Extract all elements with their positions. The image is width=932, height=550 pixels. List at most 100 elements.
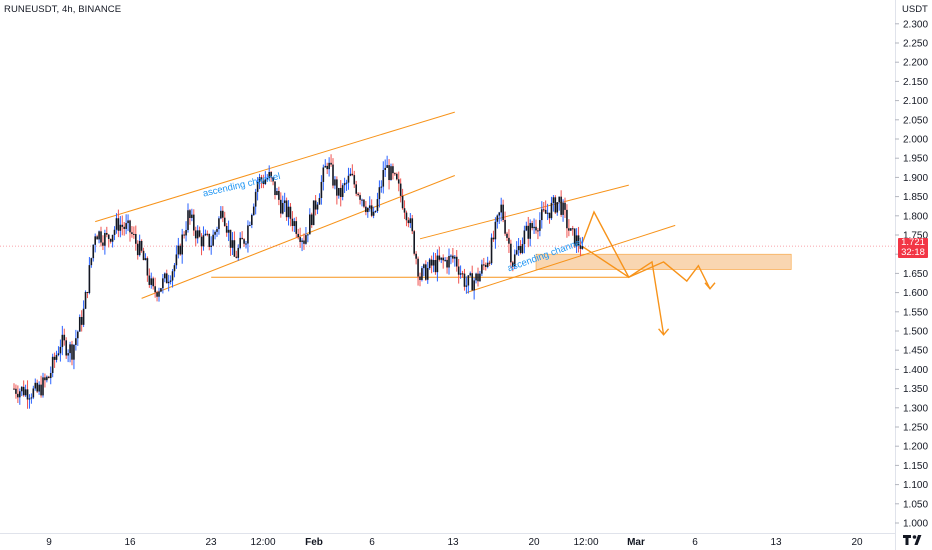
candle-body xyxy=(254,191,257,207)
candle-body xyxy=(564,202,566,210)
candle-body xyxy=(428,259,431,269)
candle-body xyxy=(13,388,15,390)
candle-body xyxy=(490,237,493,264)
candle-body xyxy=(73,344,75,360)
candle-body xyxy=(218,218,220,230)
candle-body xyxy=(206,233,209,235)
candle-body xyxy=(77,331,79,339)
candle-body xyxy=(382,170,385,187)
candle-body xyxy=(403,208,406,213)
tradingview-logo-icon[interactable] xyxy=(902,533,928,547)
candle-body xyxy=(562,202,564,215)
projection-path-alt[interactable] xyxy=(582,245,711,290)
candle-body xyxy=(34,382,37,389)
candle-body xyxy=(133,233,135,235)
candle-body xyxy=(457,266,460,275)
candle-body xyxy=(119,224,122,231)
candle-body xyxy=(367,207,369,213)
candle-body xyxy=(258,177,261,183)
candle-body xyxy=(573,228,576,247)
candle-body xyxy=(361,199,363,201)
candle-body xyxy=(171,271,174,281)
candle-body xyxy=(345,182,348,184)
candlestick-series[interactable] xyxy=(13,154,584,409)
candle-body xyxy=(84,292,87,309)
candle-body xyxy=(127,220,129,224)
candle-body xyxy=(481,264,483,274)
time-tick-label: 12:00 xyxy=(250,537,275,548)
drawing-layer[interactable] xyxy=(0,111,895,336)
candle-body xyxy=(156,292,158,297)
candle-body xyxy=(96,236,98,240)
candle-body xyxy=(150,278,153,285)
candle-body xyxy=(390,166,392,181)
candle-body xyxy=(276,191,278,195)
candle-body xyxy=(245,243,247,245)
candle-body xyxy=(326,165,328,170)
projection-alt-arrow-head xyxy=(704,282,716,290)
candle-body xyxy=(554,197,557,213)
candle-body xyxy=(231,240,234,248)
channel-1-upper-line[interactable] xyxy=(95,111,455,223)
candle-body xyxy=(71,344,73,360)
time-tick-label: 6 xyxy=(692,537,698,548)
candle-body xyxy=(519,245,522,254)
candle-body xyxy=(61,334,64,347)
price-tick-label: 1.100 xyxy=(903,480,928,491)
candle-body xyxy=(353,175,356,185)
candle-body xyxy=(299,237,301,242)
price-tick-label: 1.950 xyxy=(903,154,928,165)
candle-body xyxy=(252,206,255,215)
candle-body xyxy=(142,250,145,261)
candle-body xyxy=(581,246,584,249)
candle-body xyxy=(111,234,114,242)
candle-body xyxy=(48,376,50,379)
candle-body xyxy=(28,398,31,400)
candle-body xyxy=(222,210,224,218)
candle-body xyxy=(270,172,272,178)
candle-body xyxy=(196,230,199,239)
candle-body xyxy=(280,199,282,214)
price-tick-label: 2.250 xyxy=(903,39,928,50)
price-tick-label: 1.250 xyxy=(903,423,928,434)
candle-body xyxy=(513,254,516,267)
candle-body xyxy=(57,353,60,355)
time-axis[interactable]: 9 16 23 12:00 Feb 6 13 20 12:00 Mar 6 13 20 xyxy=(46,537,863,548)
price-tick-label: 1.450 xyxy=(903,346,928,357)
candle-body xyxy=(479,273,481,282)
time-tick-label: 13 xyxy=(770,537,782,548)
channel-2-upper-line[interactable] xyxy=(419,184,629,240)
candle-body xyxy=(75,338,77,345)
price-tick-label: 1.350 xyxy=(903,384,928,395)
price-tick-label: 1.850 xyxy=(903,192,928,203)
candle-body xyxy=(440,257,443,260)
price-axis[interactable]: 1.000 1.050 1.100 1.150 1.200 1.250 1.300 1.350… xyxy=(895,19,928,530)
candle-body xyxy=(552,197,555,203)
price-tick-label: 1.650 xyxy=(903,269,928,280)
candle-body xyxy=(177,245,180,255)
candle-body xyxy=(251,214,253,225)
candle-body xyxy=(53,356,56,360)
candle-body xyxy=(473,280,475,291)
candle-body xyxy=(262,180,265,185)
candle-body xyxy=(488,262,491,264)
candle-body xyxy=(401,195,404,209)
candle-body xyxy=(409,218,412,224)
candle-body xyxy=(471,273,473,291)
candle-body xyxy=(515,250,518,255)
candle-body xyxy=(63,334,66,341)
candle-body xyxy=(40,384,42,396)
candle-body xyxy=(49,373,52,379)
candle-body xyxy=(181,234,183,255)
candle-body xyxy=(100,231,102,243)
candle-body xyxy=(121,224,124,227)
candle-body xyxy=(314,200,317,210)
channel-2-lower-line[interactable] xyxy=(466,224,676,294)
candle-body xyxy=(465,285,468,287)
candle-body xyxy=(363,199,365,207)
candle-body xyxy=(92,244,95,259)
candle-body xyxy=(32,388,35,398)
price-tick-label: 1.150 xyxy=(903,461,928,472)
candle-body xyxy=(396,173,398,180)
